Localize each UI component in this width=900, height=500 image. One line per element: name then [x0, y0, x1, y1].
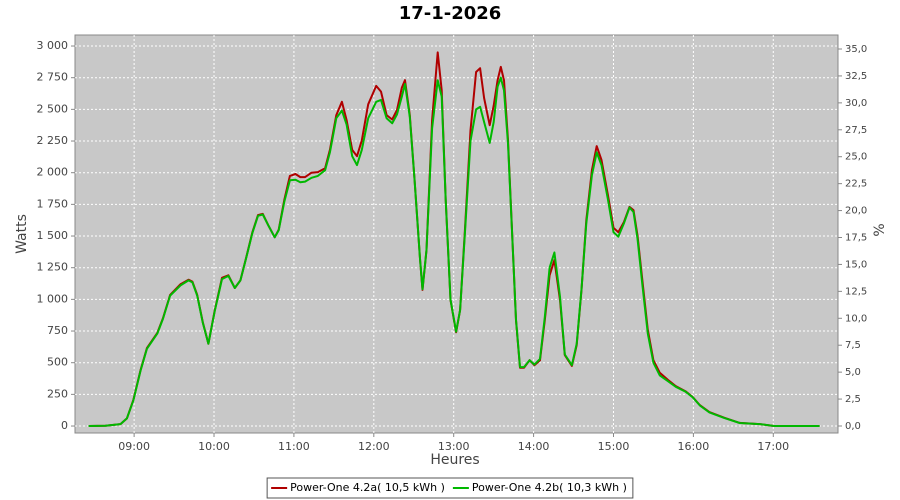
y-tick-label: 1 000	[37, 292, 69, 305]
y2-tick-label: 27,5	[845, 125, 867, 136]
y2-tick-label: 15,0	[845, 259, 867, 270]
legend: Power-One 4.2a( 10,5 kWh ) Power-One 4.2b…	[266, 477, 634, 499]
y2-tick-label: 30,0	[845, 98, 867, 109]
legend-box	[266, 477, 634, 499]
y2-tick-label: 20,0	[845, 206, 867, 217]
x-tick-label: 12:00	[358, 440, 390, 453]
y-tick-label: 250	[47, 387, 68, 400]
y-tick-label: 750	[47, 324, 68, 337]
y-tick-label: 2 500	[37, 102, 69, 115]
y-tick-label: 1 500	[37, 229, 69, 242]
y-tick-label: 2 250	[37, 134, 69, 147]
y-tick-label: 2 000	[37, 166, 69, 179]
y2-tick-label: 35,0	[845, 44, 867, 55]
y2-tick-label: 22,5	[845, 179, 867, 190]
y2-tick-label: 2,5	[845, 394, 861, 405]
plot-area	[74, 34, 839, 434]
y2-tick-label: 0,0	[845, 421, 861, 432]
x-tick-label: 11:00	[278, 440, 310, 453]
x-axis-title: Heures	[430, 452, 479, 468]
chart-title: 17-1-2026	[399, 3, 502, 24]
y2-tick-label: 7,5	[845, 340, 861, 351]
y-axis-title: Watts	[14, 214, 30, 254]
x-tick-label: 15:00	[598, 440, 630, 453]
y2-tick-label: 10,0	[845, 313, 867, 324]
y2-tick-label: 17,5	[845, 233, 867, 244]
legend-label: Power-One 4.2b( 10,3 kWh )	[472, 481, 627, 494]
y2-tick-label: 12,5	[845, 286, 867, 297]
y-tick-label: 2 750	[37, 71, 69, 84]
y-tick-label: 1 250	[37, 261, 69, 274]
y-tick-label: 3 000	[37, 39, 69, 52]
data-line	[88, 76, 820, 427]
x-tick-label: 10:00	[198, 440, 230, 453]
y2-tick-label: 32,5	[845, 71, 867, 82]
legend-label: Power-One 4.2a( 10,5 kWh )	[290, 481, 445, 494]
x-tick-label: 16:00	[678, 440, 710, 453]
y-tick-label: 500	[47, 356, 68, 369]
x-tick-label: 09:00	[118, 440, 150, 453]
y-tick-label: 1 750	[37, 197, 69, 210]
x-tick-label: 13:00	[438, 440, 470, 453]
y2-tick-label: 5,0	[845, 367, 861, 378]
y2-axis-title: %	[872, 223, 888, 236]
y-tick-label: 0	[61, 419, 68, 432]
x-tick-label: 14:00	[518, 440, 550, 453]
x-tick-label: 17:00	[757, 440, 789, 453]
y2-tick-label: 25,0	[845, 152, 867, 163]
